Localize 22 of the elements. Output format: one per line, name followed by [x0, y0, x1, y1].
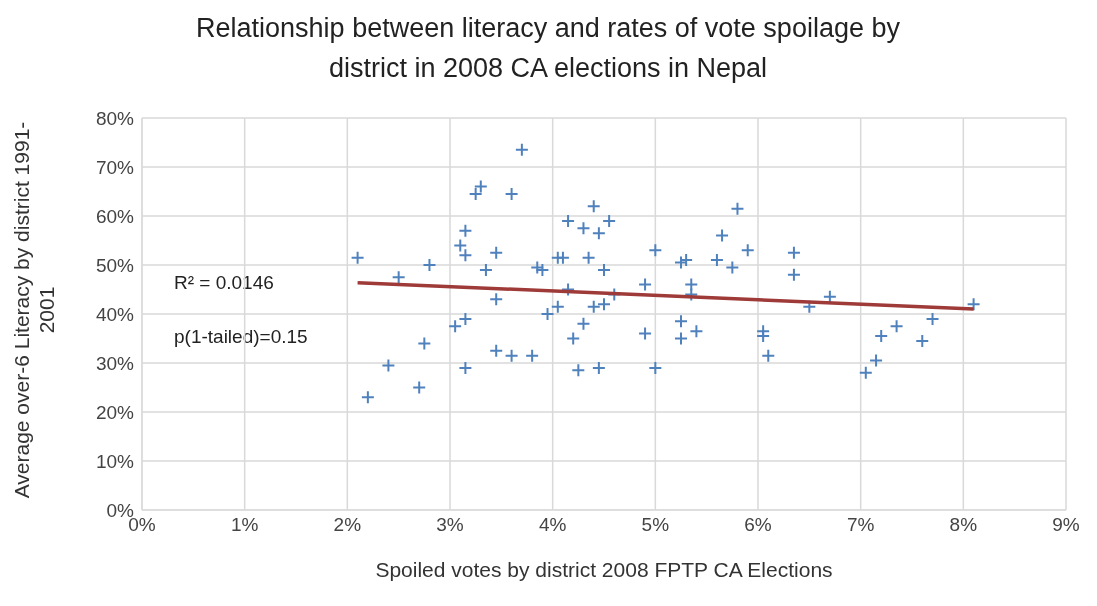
x-tick-label: 7%: [846, 514, 875, 536]
y-tick-label: 10%: [95, 450, 135, 472]
y-tick-label: 40%: [95, 303, 135, 325]
x-tick-label: 9%: [1052, 514, 1080, 536]
x-tick-label: 6%: [744, 514, 772, 536]
y-tick-label: 80%: [95, 107, 135, 129]
x-tick-label: 1%: [230, 514, 259, 536]
x-axis-title: Spoiled votes by district 2008 FPTP CA Elections: [374, 558, 834, 582]
chart-title: Relationship between literacy and rates of vote spoilage by district in 2008 CA elections in Nepal: [195, 12, 901, 85]
y-tick-label: 20%: [95, 401, 135, 423]
x-tick-label: 2%: [333, 514, 362, 536]
annotation: R² = 0.0146: [174, 272, 274, 294]
y-tick-label: 60%: [95, 205, 135, 227]
x-tick-label: 5%: [641, 514, 670, 536]
x-tick-label: 3%: [436, 514, 464, 536]
y-tick-label: 30%: [95, 352, 135, 374]
y-axis-title: Average over-6 Literacy by district 1991-2001: [9, 120, 59, 501]
annotation: p(1-tailed)=0.15: [174, 326, 308, 348]
y-tick-label: 70%: [95, 156, 135, 178]
x-tick-label: 4%: [538, 514, 567, 536]
x-tick-label: 8%: [949, 514, 978, 536]
y-tick-label: 50%: [95, 254, 135, 276]
